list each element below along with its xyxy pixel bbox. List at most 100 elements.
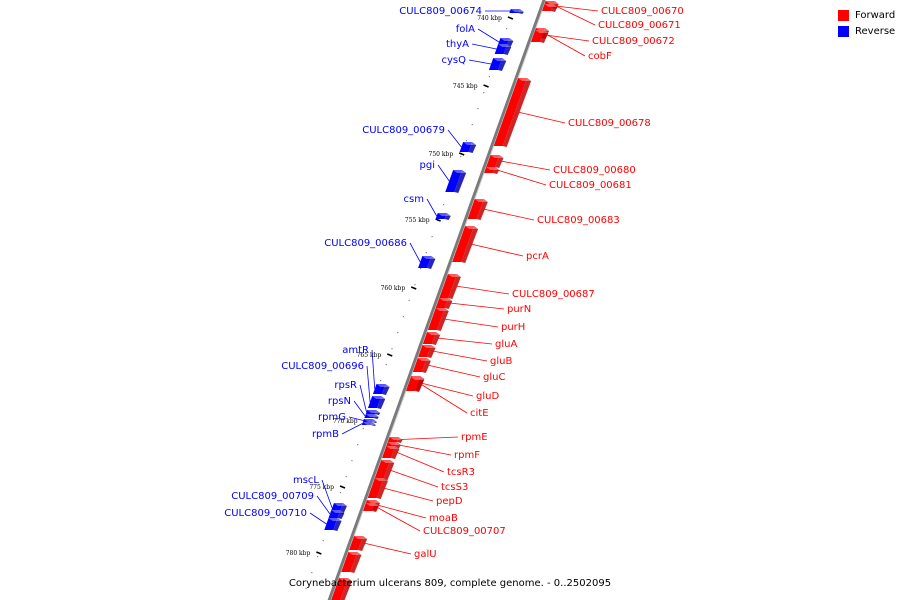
gene-rpmb: [361, 422, 372, 425]
label-culc809-00680: CULC809_00680: [553, 165, 636, 176]
gene-culc809-00679: [459, 142, 473, 152]
gene-glub: [418, 345, 432, 357]
gene-pepd-side: [376, 478, 388, 499]
label-culc809-00672: CULC809_00672: [592, 36, 675, 47]
scale-tick: [316, 551, 322, 555]
track-dot: [414, 284, 416, 286]
label-tcsr3: tcsR3: [447, 467, 475, 478]
label-purh: purH: [501, 322, 525, 333]
leader-pcra: [470, 243, 524, 257]
gene-rpmg: [362, 419, 373, 422]
leader-pepd: [383, 487, 434, 502]
track-dot: [408, 300, 410, 302]
gene-culc809-00674: [509, 9, 520, 13]
label-glub: gluB: [490, 356, 512, 367]
gene-amtr-top: [376, 384, 390, 387]
gene-trailing-1: [331, 578, 349, 600]
leader-purh: [443, 318, 499, 328]
gene-culc809-00709-top: [331, 510, 345, 513]
leader-glub: [432, 350, 488, 362]
scale-tick-label: 780 kbp: [286, 550, 311, 557]
gene-trailing-0-top: [348, 552, 362, 555]
scale-tick: [458, 152, 465, 156]
gene-pgi-side: [454, 170, 467, 193]
gene-thya-side: [503, 44, 512, 55]
gene-glua-top: [427, 332, 441, 335]
track-dot: [471, 124, 473, 126]
legend-item-reverse: Reverse: [838, 24, 895, 38]
gene-cite-side: [415, 377, 425, 392]
track-dot: [488, 76, 490, 78]
gene-culc809-00707: [363, 503, 375, 511]
label-culc809-00683: CULC809_00683: [537, 215, 620, 226]
leader-culc809-00707: [376, 506, 421, 532]
scale-tick-label: 745 kbp: [453, 83, 478, 90]
gene-culc809-00686-top: [422, 256, 436, 259]
track-dot: [322, 540, 324, 542]
label-rpsr: rpsR: [334, 380, 357, 391]
gene-pepd-top: [374, 478, 388, 481]
leader-tcss3: [389, 469, 439, 488]
gene-rpsr: [365, 410, 377, 414]
gene-culc809-00678-side: [502, 78, 532, 147]
gene-fola-top: [500, 38, 514, 41]
gene-purn-top: [439, 298, 453, 301]
gene-culc809-00679-top: [463, 142, 477, 145]
gene-gluc: [412, 358, 427, 372]
gene-trailing-1-top: [339, 578, 353, 581]
gene-cobf-top: [535, 30, 549, 33]
legend-label-forward: Forward: [855, 9, 896, 21]
gene-amtr: [372, 384, 386, 394]
label-glud: gluD: [476, 391, 499, 402]
legend-label-reverse: Reverse: [855, 25, 896, 37]
legend-item-forward: Forward: [838, 8, 895, 22]
gene-rpsn: [364, 414, 375, 418]
gene-pcra-side: [461, 226, 479, 263]
gene-thya: [494, 44, 508, 54]
track-dot: [402, 316, 405, 318]
label-culc809-00686: CULC809_00686: [324, 238, 407, 249]
gene-culc809-00696: [367, 396, 382, 408]
gene-culc809-00681: [484, 167, 496, 173]
gene-purn: [435, 298, 449, 308]
label-thya: thyA: [446, 39, 469, 50]
leader-mscl: [321, 479, 333, 509]
leader-culc809-00678: [517, 111, 566, 124]
gene-rpmb-top: [362, 422, 376, 425]
gene-tcsr3: [382, 446, 396, 458]
gene-culc809-00687: [439, 274, 457, 298]
gene-gluc-side: [421, 358, 431, 373]
leader-culc809-00679: [447, 129, 462, 148]
leader-culc809-00670: [555, 5, 599, 12]
gene-culc809-00686-side: [427, 256, 436, 269]
label-rpmb: rpmB: [312, 429, 339, 440]
track-dot: [385, 364, 387, 366]
leader-moab: [377, 504, 427, 519]
leader-culc809-00672: [545, 34, 590, 42]
label-rpsn: rpsN: [328, 396, 351, 407]
gene-glub-top: [422, 345, 436, 348]
label-culc809-00710: CULC809_00710: [224, 508, 307, 519]
reverse-swatch: [838, 25, 849, 37]
leader-pgi: [437, 164, 450, 182]
forward-swatch: [838, 9, 849, 21]
gene-cobf: [532, 30, 545, 38]
track-dot: [305, 588, 307, 590]
scale-tick-label: 770 kbp: [333, 418, 358, 425]
label-csm: csm: [404, 194, 424, 205]
gene-culc809-00670-top: [545, 1, 559, 4]
gene-culc809-00679-side: [468, 142, 477, 153]
gene-rpmg-top: [363, 419, 377, 422]
gene-pgi-top: [453, 170, 467, 173]
label-fola: folA: [456, 24, 475, 35]
leader-rpsn: [353, 400, 366, 417]
track-dot: [431, 236, 433, 238]
gene-glua-side: [431, 332, 441, 345]
gene-pgi: [445, 170, 463, 192]
gene-culc809-00707-side: [372, 503, 379, 512]
gene-cysq-side: [497, 58, 507, 71]
leader-galu: [363, 542, 412, 555]
scale-tick: [435, 218, 441, 222]
track-dot: [483, 92, 485, 94]
gene-tcsr3-side: [391, 446, 400, 459]
